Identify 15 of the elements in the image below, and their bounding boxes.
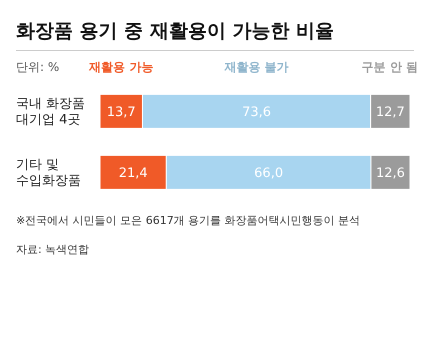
data-label: 21,4 xyxy=(118,166,148,182)
y-tick-label: 기타 및 수입화장품 xyxy=(16,158,81,188)
y-tick-label: 국내 화장품 대기업 4곳 xyxy=(16,96,86,128)
text: 단위: % xyxy=(16,59,60,76)
data-label: 73,6 xyxy=(242,105,272,120)
series-label: 재활용 불가 xyxy=(224,59,289,76)
text: ※전국에서 시민들이 모은 6617개 용기를 화장품어택시민행동이 분석 xyxy=(16,213,362,228)
data-label: 13,7 xyxy=(106,105,136,120)
data-label: 12,6 xyxy=(376,166,405,182)
text: 자료: 녹색연합 xyxy=(16,242,90,257)
data-label: 12,7 xyxy=(376,105,405,120)
chart-title: 화장품 용기 중 재활용이 가능한 비율 xyxy=(15,19,336,44)
data-label: 66,0 xyxy=(254,166,284,182)
series-label: 재활용 가능 xyxy=(89,59,154,76)
series-label: 구분 안 됨 xyxy=(362,59,418,76)
